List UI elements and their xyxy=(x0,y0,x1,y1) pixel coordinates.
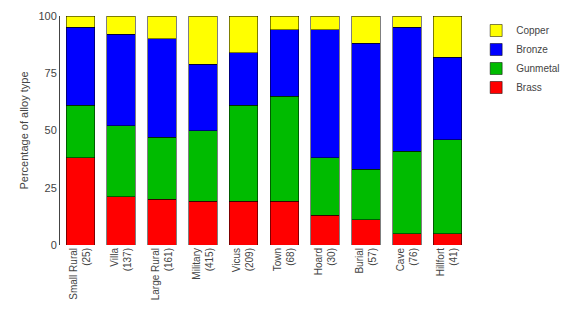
svg-text:Copper: Copper xyxy=(516,25,549,36)
svg-text:Hillfort(41): Hillfort(41) xyxy=(435,248,459,277)
svg-text:25: 25 xyxy=(45,182,57,194)
svg-text:Military(415): Military(415) xyxy=(191,248,215,280)
svg-text:Bronze: Bronze xyxy=(516,44,548,55)
svg-text:Percentage of alloy type: Percentage of alloy type xyxy=(18,71,30,189)
svg-text:Gunmetal: Gunmetal xyxy=(516,63,559,74)
svg-text:Small Rural(25): Small Rural(25) xyxy=(68,248,92,300)
svg-text:50: 50 xyxy=(45,124,57,136)
svg-text:Villa(137): Villa(137) xyxy=(109,248,133,272)
svg-text:100: 100 xyxy=(38,10,56,22)
svg-text:75: 75 xyxy=(45,67,57,79)
svg-text:Brass: Brass xyxy=(516,82,542,93)
svg-text:Town(68): Town(68) xyxy=(272,248,296,271)
svg-text:Cave(76): Cave(76) xyxy=(395,248,419,272)
svg-text:Hoard(30): Hoard(30) xyxy=(313,248,337,275)
svg-text:Large Rural(161): Large Rural(161) xyxy=(150,248,174,300)
svg-text:Burial(57): Burial(57) xyxy=(354,248,378,274)
svg-text:Vicus(209): Vicus(209) xyxy=(231,248,255,272)
svg-text:0: 0 xyxy=(51,239,57,251)
